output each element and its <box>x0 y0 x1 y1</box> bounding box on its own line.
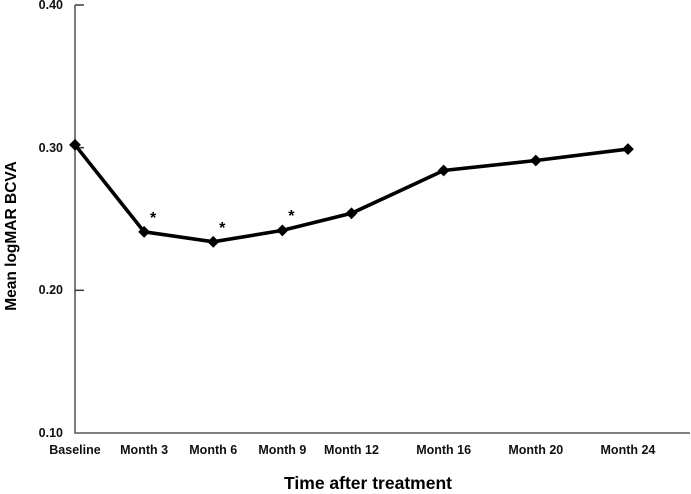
y-tick-label: 0.20 <box>38 283 63 298</box>
x-tick-label: Month 3 <box>120 443 169 457</box>
x-tick-label: Month 6 <box>189 443 238 457</box>
data-point-marker <box>207 235 220 248</box>
y-tick-label: 0.30 <box>38 140 63 155</box>
x-tick-label: Baseline <box>49 443 101 457</box>
y-axis-title: Mean logMAR BCVA <box>3 161 20 311</box>
y-tick-label: 0.10 <box>38 426 63 440</box>
x-tick-label: Month 24 <box>600 443 656 457</box>
y-tick-label: 0.40 <box>38 0 63 12</box>
data-point-marker <box>69 138 81 151</box>
x-tick-label: Month 9 <box>258 443 307 457</box>
x-axis-title: Time after treatment <box>284 473 452 493</box>
significance-asterisk: * <box>288 208 295 226</box>
axis-lines <box>74 5 690 434</box>
data-line <box>73 143 629 244</box>
data-point-marker <box>138 225 151 238</box>
significance-asterisk: * <box>149 209 157 227</box>
x-tick-label: Month 16 <box>416 443 472 457</box>
x-tick-label: Month 12 <box>324 443 379 457</box>
data-point-marker <box>276 224 289 237</box>
data-point-marker <box>622 143 634 156</box>
data-point-marker <box>529 154 542 167</box>
data-point-marker <box>345 207 358 220</box>
significance-asterisk: * <box>219 219 226 237</box>
x-tick-label: Month 20 <box>508 443 564 457</box>
data-point-marker <box>437 164 450 177</box>
